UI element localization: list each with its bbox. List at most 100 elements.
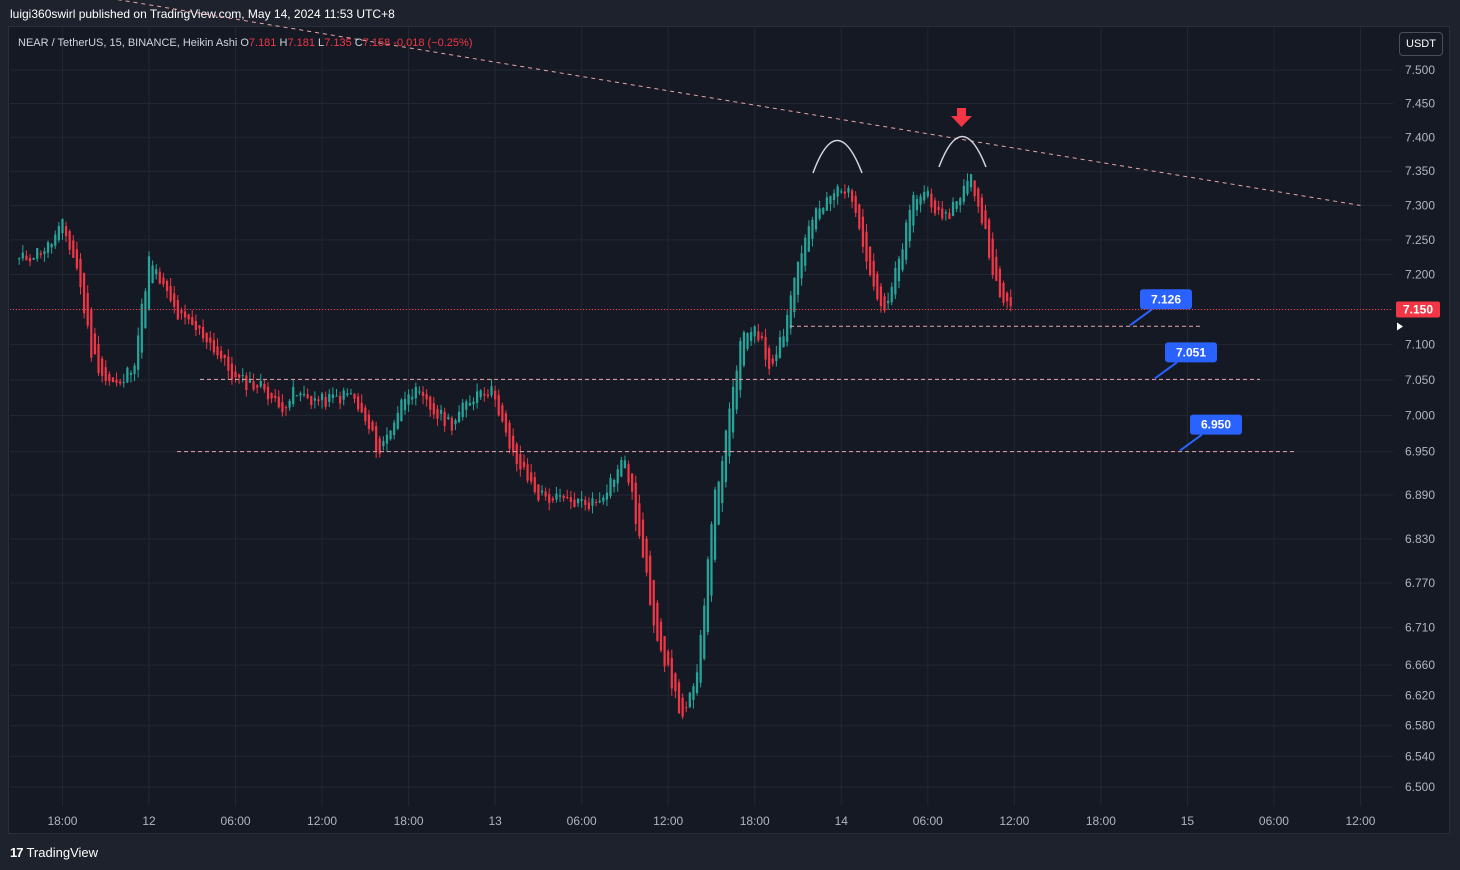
candle-body <box>591 498 594 506</box>
candle-body <box>814 208 818 230</box>
candle-body <box>667 651 670 665</box>
candle <box>238 373 241 384</box>
candle <box>270 392 273 404</box>
candle-body <box>605 492 609 500</box>
candle-body <box>969 174 973 188</box>
candle <box>338 391 342 410</box>
candle <box>786 310 789 347</box>
candle <box>782 328 785 348</box>
currency-button[interactable]: USDT <box>1399 32 1443 56</box>
candle-body <box>937 206 940 211</box>
candle-body <box>256 385 259 388</box>
candle-body <box>941 208 944 219</box>
candle <box>814 207 818 233</box>
candle-body <box>194 320 197 331</box>
support-level: 7.126 <box>790 289 1203 327</box>
candle <box>919 193 922 213</box>
candle <box>724 429 728 488</box>
candle <box>432 396 435 420</box>
candle <box>411 388 414 405</box>
candle <box>811 216 814 247</box>
candle-body <box>115 379 118 383</box>
candle <box>887 292 890 310</box>
price-tick-label: 7.450 <box>1405 97 1435 111</box>
candle-body <box>930 193 933 208</box>
time-tick-label: 06:00 <box>567 814 597 828</box>
candle-body <box>299 393 302 396</box>
callout-box <box>1165 342 1217 363</box>
candle <box>147 251 151 311</box>
candle <box>241 368 244 383</box>
candle-body <box>587 502 590 510</box>
candle <box>465 399 468 418</box>
candle-body <box>739 340 742 391</box>
candle <box>108 371 111 386</box>
candle <box>119 378 122 386</box>
candle-body <box>692 686 695 700</box>
legend-change: -0.018 (−0.25%) <box>393 37 472 49</box>
candle <box>681 693 684 720</box>
double-top-arc <box>938 136 987 168</box>
candle <box>284 405 288 416</box>
candle <box>281 394 284 417</box>
callout-label: 7.126 <box>1151 292 1181 306</box>
candle-body <box>533 477 536 493</box>
candle <box>822 207 825 215</box>
candle-body <box>32 257 35 260</box>
candle-body <box>728 408 731 457</box>
play-icon <box>1397 322 1403 331</box>
candle <box>558 488 562 503</box>
candle-body <box>713 489 717 560</box>
candle-body <box>522 461 526 467</box>
candle-body <box>782 336 785 348</box>
candle-body <box>324 396 327 407</box>
candle <box>926 186 929 199</box>
candle <box>274 388 277 402</box>
callout-box <box>1190 414 1242 435</box>
candle-body <box>281 402 284 413</box>
candle <box>1002 280 1005 307</box>
candle <box>746 332 749 351</box>
candle <box>57 222 60 243</box>
candle-body <box>598 500 601 503</box>
candle-body <box>357 396 360 410</box>
candle-body <box>429 396 432 410</box>
candle <box>692 683 695 709</box>
candle-body <box>508 422 511 449</box>
candle <box>941 200 944 221</box>
candle-body <box>328 394 331 402</box>
candle <box>771 354 774 367</box>
candle-body <box>984 210 987 229</box>
candle <box>468 395 472 407</box>
candle <box>82 272 86 319</box>
candle-body <box>807 226 810 252</box>
candles <box>18 173 1012 720</box>
candle <box>266 382 270 406</box>
candle-body <box>652 580 655 626</box>
candle-body <box>703 605 706 659</box>
candle <box>497 389 500 417</box>
candle <box>504 410 508 437</box>
candle <box>501 402 504 423</box>
candle <box>573 492 576 508</box>
candle <box>115 372 118 387</box>
candle <box>288 398 291 411</box>
candle-body <box>219 350 223 359</box>
candle-body <box>104 367 107 381</box>
candle-body <box>746 333 749 349</box>
candle <box>901 243 904 273</box>
candle <box>872 253 875 291</box>
candle-body <box>436 408 439 419</box>
candle <box>490 378 493 398</box>
candle-body <box>209 337 212 343</box>
down-arrow-icon <box>951 108 972 127</box>
candle-body <box>576 498 580 504</box>
candle <box>977 187 980 214</box>
candle-body <box>46 242 50 253</box>
callout-label: 6.950 <box>1201 418 1231 432</box>
candle <box>537 484 540 502</box>
time-tick-label: 14 <box>835 814 849 828</box>
candle-body <box>108 374 111 382</box>
candle <box>634 475 637 532</box>
